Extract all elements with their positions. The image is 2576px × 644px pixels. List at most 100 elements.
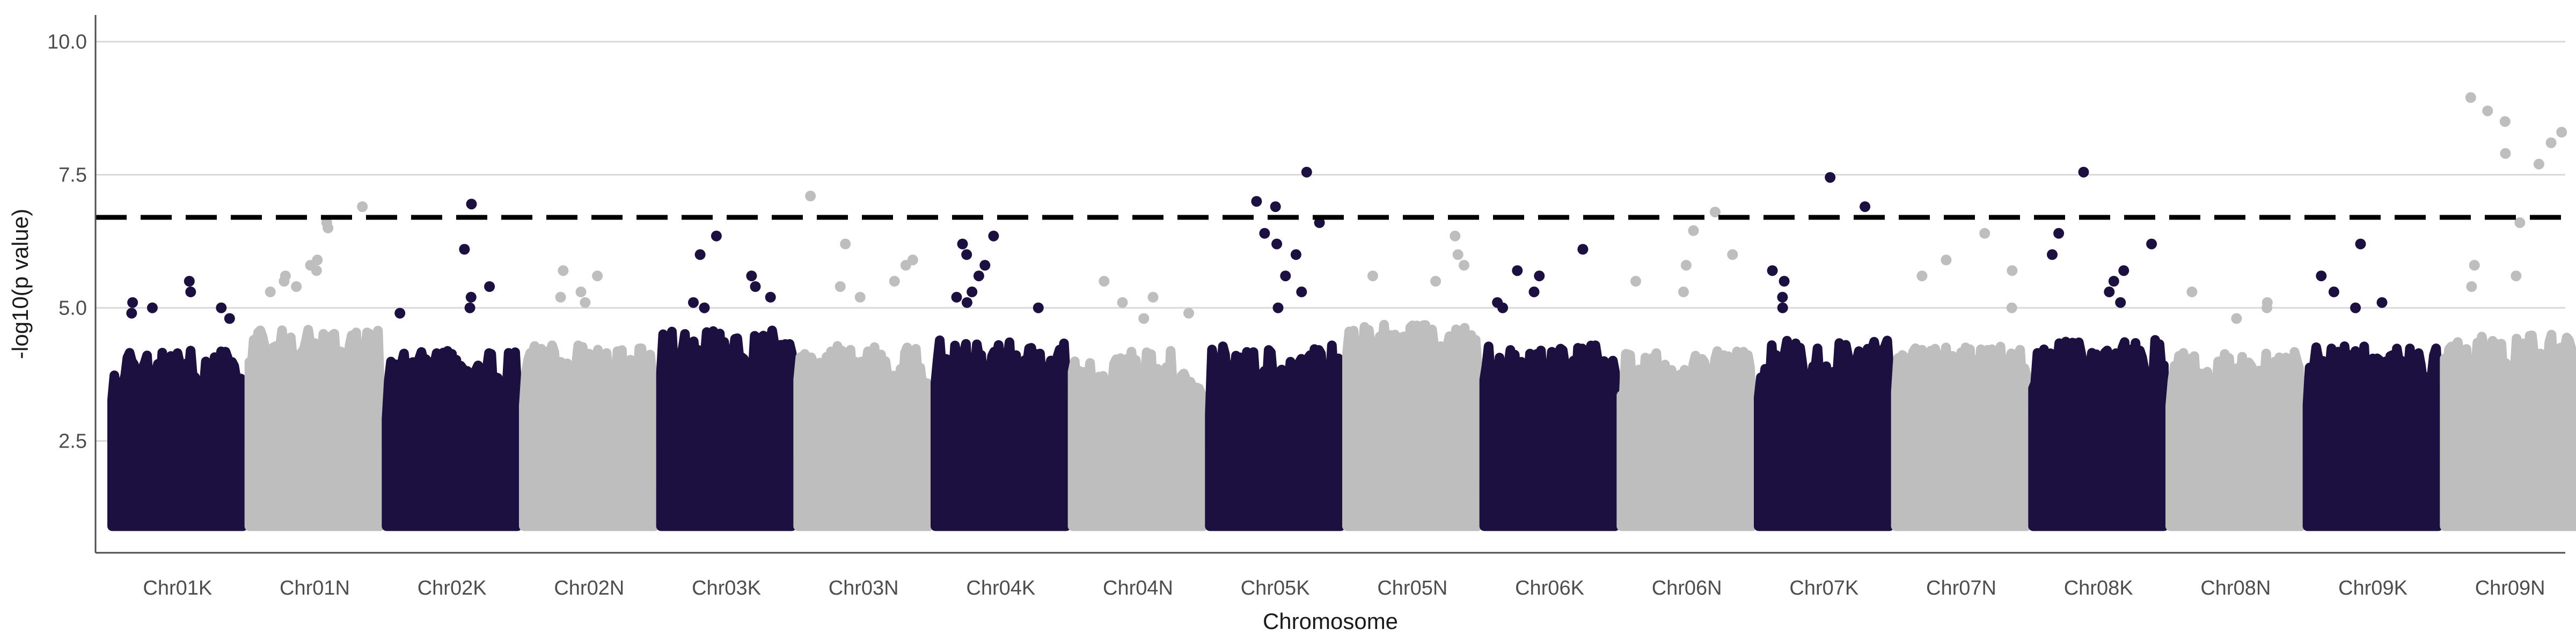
snp-point xyxy=(854,291,866,303)
point-band-Chr07N xyxy=(1891,341,2032,531)
snp-point xyxy=(558,265,569,276)
point-band-Chr02K xyxy=(382,346,522,531)
x-tick-label: Chr04N xyxy=(1103,577,1173,599)
snp-point xyxy=(1777,291,1788,303)
x-tick-label: Chr02N xyxy=(554,577,624,599)
x-tick-label: Chr07K xyxy=(1789,577,1858,599)
y-tick-label: 2.5 xyxy=(58,430,87,453)
point-band-Chr09K xyxy=(2302,341,2443,531)
snp-point xyxy=(805,191,816,202)
snp-point xyxy=(2316,270,2327,282)
snp-point xyxy=(1688,225,1699,236)
snp-point xyxy=(2146,238,2157,250)
snp-point xyxy=(1727,249,1738,260)
snp-point xyxy=(1860,201,1871,213)
snp-point xyxy=(2047,249,2058,260)
snp-point xyxy=(2104,286,2115,297)
point-band-Chr08K xyxy=(2028,335,2169,531)
y-tick-label: 5.0 xyxy=(58,297,87,320)
snp-point xyxy=(394,308,406,319)
y-tick-labels: 2.5 5.0 7.5 10.0 xyxy=(47,31,87,453)
snp-point xyxy=(1680,260,1692,271)
snp-point xyxy=(973,270,984,282)
snp-point xyxy=(2186,286,2198,297)
snp-point xyxy=(464,302,475,313)
snp-point xyxy=(988,230,999,241)
snp-point xyxy=(311,265,322,276)
snp-point xyxy=(967,286,978,297)
snp-point xyxy=(1147,291,1159,303)
snp-point xyxy=(2007,265,2018,276)
snp-point xyxy=(1534,270,1545,282)
snp-point xyxy=(1512,265,1523,276)
snp-point xyxy=(1450,230,1461,241)
snp-point xyxy=(961,249,972,260)
x-tick-labels: Chr01K Chr01N Chr02K Chr02N Chr03K Chr03N Chr0… xyxy=(143,577,2545,599)
snp-point xyxy=(1916,270,1928,282)
snp-point xyxy=(279,276,290,287)
snp-point xyxy=(951,291,962,303)
point-band-Chr02N xyxy=(519,340,660,531)
x-tick-label: Chr02K xyxy=(418,577,487,599)
snp-point xyxy=(2376,297,2388,308)
snp-point xyxy=(575,286,587,297)
snp-point xyxy=(1459,260,1469,271)
snp-point xyxy=(1251,196,1262,207)
snp-point xyxy=(2500,148,2511,159)
snp-point xyxy=(184,276,195,287)
snp-point xyxy=(2350,302,2361,313)
snp-point xyxy=(2499,116,2511,127)
snp-point xyxy=(2511,270,2522,282)
snp-point xyxy=(1183,308,1194,319)
snp-point xyxy=(2118,265,2129,276)
snp-point xyxy=(1099,276,1110,287)
snp-point xyxy=(2469,260,2480,271)
x-tick-label: Chr08K xyxy=(2064,577,2133,599)
snp-point xyxy=(1270,201,1281,213)
snp-point xyxy=(2115,297,2126,308)
snp-point xyxy=(2466,281,2477,292)
snp-point xyxy=(2465,92,2476,103)
x-tick-label: Chr08N xyxy=(2200,577,2271,599)
snp-point xyxy=(1630,276,1641,287)
snp-point xyxy=(2006,302,2017,313)
snp-point xyxy=(1577,244,1589,255)
snp-point xyxy=(1825,172,1836,183)
snp-point xyxy=(1033,302,1044,313)
snp-point xyxy=(1259,228,1270,239)
x-tick-label: Chr06N xyxy=(1652,577,1722,599)
snp-point xyxy=(580,297,591,308)
snp-point xyxy=(555,291,566,303)
x-tick-label: Chr05K xyxy=(1241,577,1310,599)
snp-point xyxy=(465,291,477,303)
snp-point xyxy=(357,201,368,213)
x-tick-label: Chr09K xyxy=(2338,577,2407,599)
snp-point xyxy=(889,276,900,287)
snp-point xyxy=(1709,207,1721,218)
point-band-Chr03N xyxy=(793,341,934,531)
snp-point xyxy=(2533,158,2544,170)
snp-point xyxy=(1979,228,1990,239)
snp-point xyxy=(459,244,470,255)
snp-point xyxy=(1497,302,1509,313)
chromosome-point-bands xyxy=(107,320,2576,531)
snp-point xyxy=(1528,286,1540,297)
snp-point xyxy=(1941,254,1952,266)
point-band-Chr08N xyxy=(2165,347,2306,531)
snp-point xyxy=(2053,228,2065,239)
snp-point xyxy=(900,260,911,271)
point-band-Chr06N xyxy=(1616,346,1757,531)
snp-point xyxy=(1296,286,1307,297)
snp-point xyxy=(147,302,158,313)
snp-point xyxy=(291,281,302,292)
snp-point xyxy=(746,270,757,282)
snp-point xyxy=(127,297,138,308)
x-tick-label: Chr06K xyxy=(1515,577,1584,599)
x-tick-label: Chr03N xyxy=(829,577,899,599)
snp-point xyxy=(265,286,276,297)
x-tick-label: Chr03K xyxy=(692,577,761,599)
point-band-Chr05N xyxy=(1342,320,1483,531)
point-band-Chr05K xyxy=(1205,340,1345,531)
snp-point xyxy=(711,230,722,241)
